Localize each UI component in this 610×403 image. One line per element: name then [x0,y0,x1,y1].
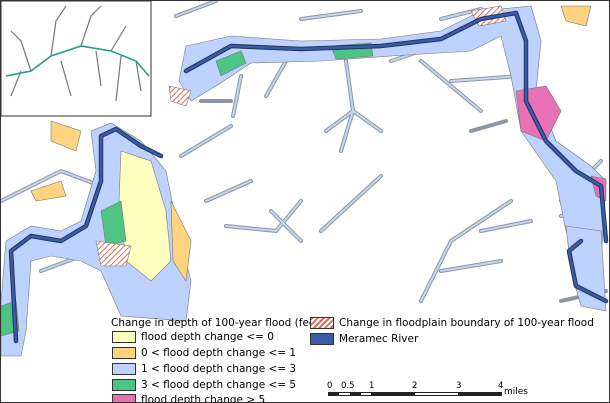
scale-unit: miles [504,387,528,397]
legend-label: 3 < flood depth change <= 5 [141,379,297,391]
legend-item-boundary: Change in floodplain boundary of 100-yea… [310,317,594,329]
legend-swatch [310,317,334,329]
legend-item: flood depth change > 5 [112,394,266,403]
inset-overview-map [1,1,152,117]
legend-swatch [112,331,136,343]
scale-tick: 1 [369,381,375,391]
legend-label: Change in floodplain boundary of 100-yea… [339,317,594,329]
legend-item: flood depth change <= 0 [112,331,274,343]
scale-bar-line [328,392,502,396]
scale-tick: 0 [327,381,333,391]
scale-tick: 2 [412,381,418,391]
legend-swatch [112,394,136,402]
legend-swatch [112,379,136,391]
meramec-river [8,10,609,344]
legend-label: 1 < flood depth change <= 3 [141,363,297,375]
scale-tick: 4 [498,381,504,391]
legend-swatch [112,347,136,359]
legend-title: Change in depth of 100-year flood (feet) [111,317,324,329]
legend-label: flood depth change > 5 [141,394,266,403]
legend-swatch [310,333,334,345]
legend-label: 0 < flood depth change <= 1 [141,347,297,359]
legend-item: 0 < flood depth change <= 1 [112,347,296,359]
legend-item: 3 < flood depth change <= 5 [112,379,296,391]
scale-tick: 3 [456,381,462,391]
legend-item-river: Meramec River [310,333,418,345]
legend-label: Meramec River [339,333,419,345]
legend-label: flood depth change <= 0 [141,331,274,343]
legend-swatch [112,363,136,375]
legend-item: 1 < flood depth change <= 3 [112,363,296,375]
scale-tick: 0.5 [341,381,355,391]
